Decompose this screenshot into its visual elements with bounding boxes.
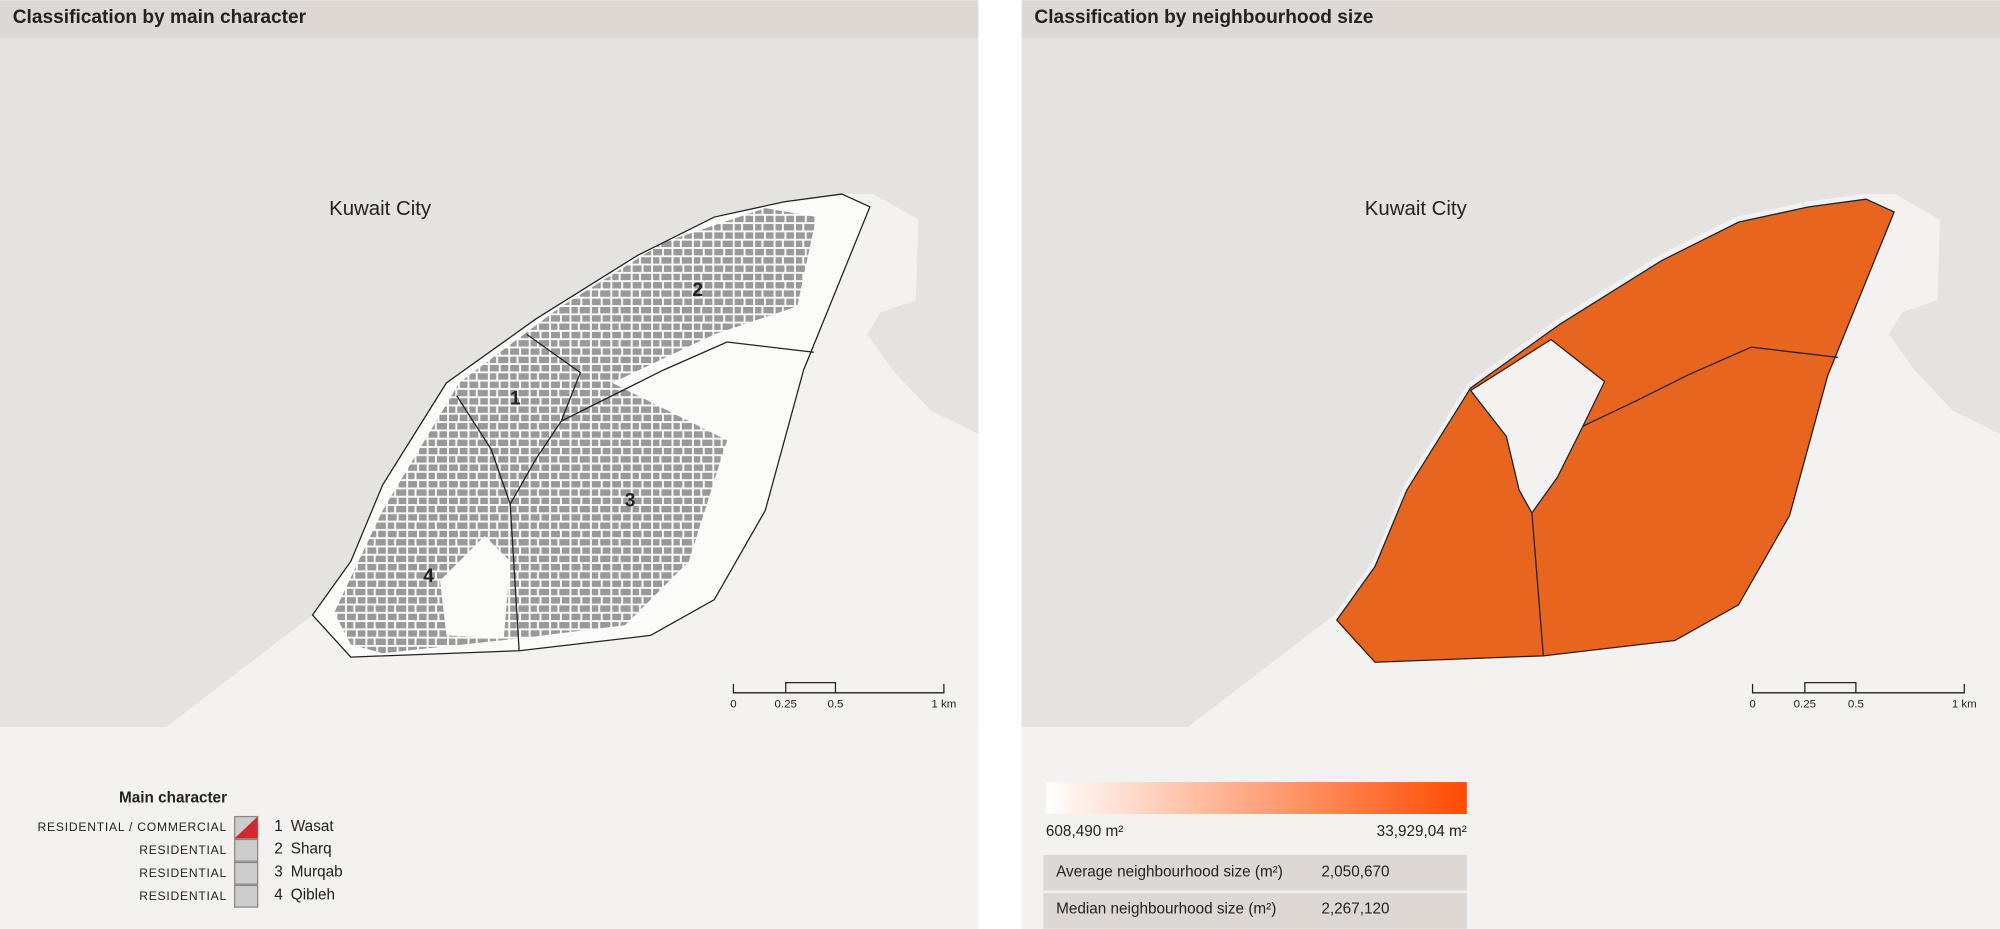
buildings (334, 208, 817, 654)
stats-row (1043, 893, 1467, 929)
legend-number: 1 (274, 818, 283, 835)
legend-name: Qibleh (291, 887, 335, 904)
panel-title: Classification by main character (13, 7, 307, 28)
stats-label: Average neighbourhood size (m²) (1056, 864, 1283, 881)
scale-label: 0.5 (827, 698, 843, 710)
scale-label: 1 km (931, 698, 956, 710)
legend-swatch (234, 838, 259, 862)
legend-character: RESIDENTIAL (139, 889, 227, 903)
left-panel: Classification by main character Kuwait … (0, 0, 979, 929)
legend-title: Main character (119, 790, 227, 807)
panel-title: Classification by neighbourhood size (1034, 7, 1373, 28)
neighbourhood-label: 3 (625, 491, 636, 512)
open-space (440, 535, 511, 638)
stats-row (1043, 854, 1467, 891)
legend-swatch-commercial (234, 816, 258, 839)
legend: 608,490 m² 33,929,04 m² Average neighbou… (1043, 782, 1467, 929)
neighbourhood-boundaries (311, 193, 871, 658)
legend-row: RESIDENTIAL / COMMERCIAL 1 Wasat (38, 815, 335, 839)
scale-label: 0.25 (1794, 698, 1816, 710)
legend-swatch (234, 861, 259, 885)
color-ramp (1045, 782, 1467, 814)
legend-number: 4 (274, 887, 283, 904)
neighbourhood-label: 4 (423, 566, 434, 587)
right-panel: Classification by neighbourhood size Kuw… (1021, 0, 2000, 929)
scale-bar: 0 0.25 0.5 1 km (730, 681, 956, 710)
stats-value: 2,050,670 (1321, 864, 1389, 881)
neighbourhood-area (1335, 198, 1895, 663)
neighbourhood-label: 2 (692, 280, 703, 301)
legend-number: 2 (274, 841, 283, 858)
city-label: Kuwait City (1365, 198, 1468, 220)
stats-label: Median neighbourhood size (m²) (1056, 901, 1276, 918)
legend-name: Sharq (291, 841, 332, 858)
ramp-min-label: 608,490 m² (1046, 823, 1123, 840)
legend-name: Wasat (291, 818, 335, 835)
scale-label: 0 (1749, 698, 1755, 710)
scale-label: 0.5 (1848, 698, 1864, 710)
legend-row: RESIDENTIAL 3 Murqab (139, 861, 343, 885)
ramp-max-label: 33,929,04 m² (1377, 823, 1467, 840)
neighbourhood-label: 1 (510, 388, 521, 409)
scale-label: 1 km (1952, 698, 1977, 710)
scale-bar: 0 0.25 0.5 1 km (1749, 681, 1977, 710)
legend-character: RESIDENTIAL (139, 866, 227, 880)
header-bar (1021, 0, 2000, 39)
neighbourhoods (1335, 198, 1895, 663)
stats-value: 2,267,120 (1321, 901, 1389, 918)
legend-number: 3 (274, 864, 283, 881)
legend-character: RESIDENTIAL (139, 843, 227, 857)
legend: Main character RESIDENTIAL / COMMERCIAL … (38, 790, 343, 908)
legend-row: RESIDENTIAL 4 Qibleh (139, 884, 335, 908)
scale-label: 0.25 (775, 698, 797, 710)
city-label: Kuwait City (329, 198, 432, 220)
legend-row: RESIDENTIAL 2 Sharq (139, 838, 332, 862)
legend-name: Murqab (291, 864, 343, 881)
legend-swatch (234, 884, 259, 908)
legend-character: RESIDENTIAL / COMMERCIAL (38, 820, 228, 834)
header-bar (0, 0, 979, 39)
neighbourhood-area (1469, 338, 1606, 515)
scale-label: 0 (730, 698, 736, 710)
